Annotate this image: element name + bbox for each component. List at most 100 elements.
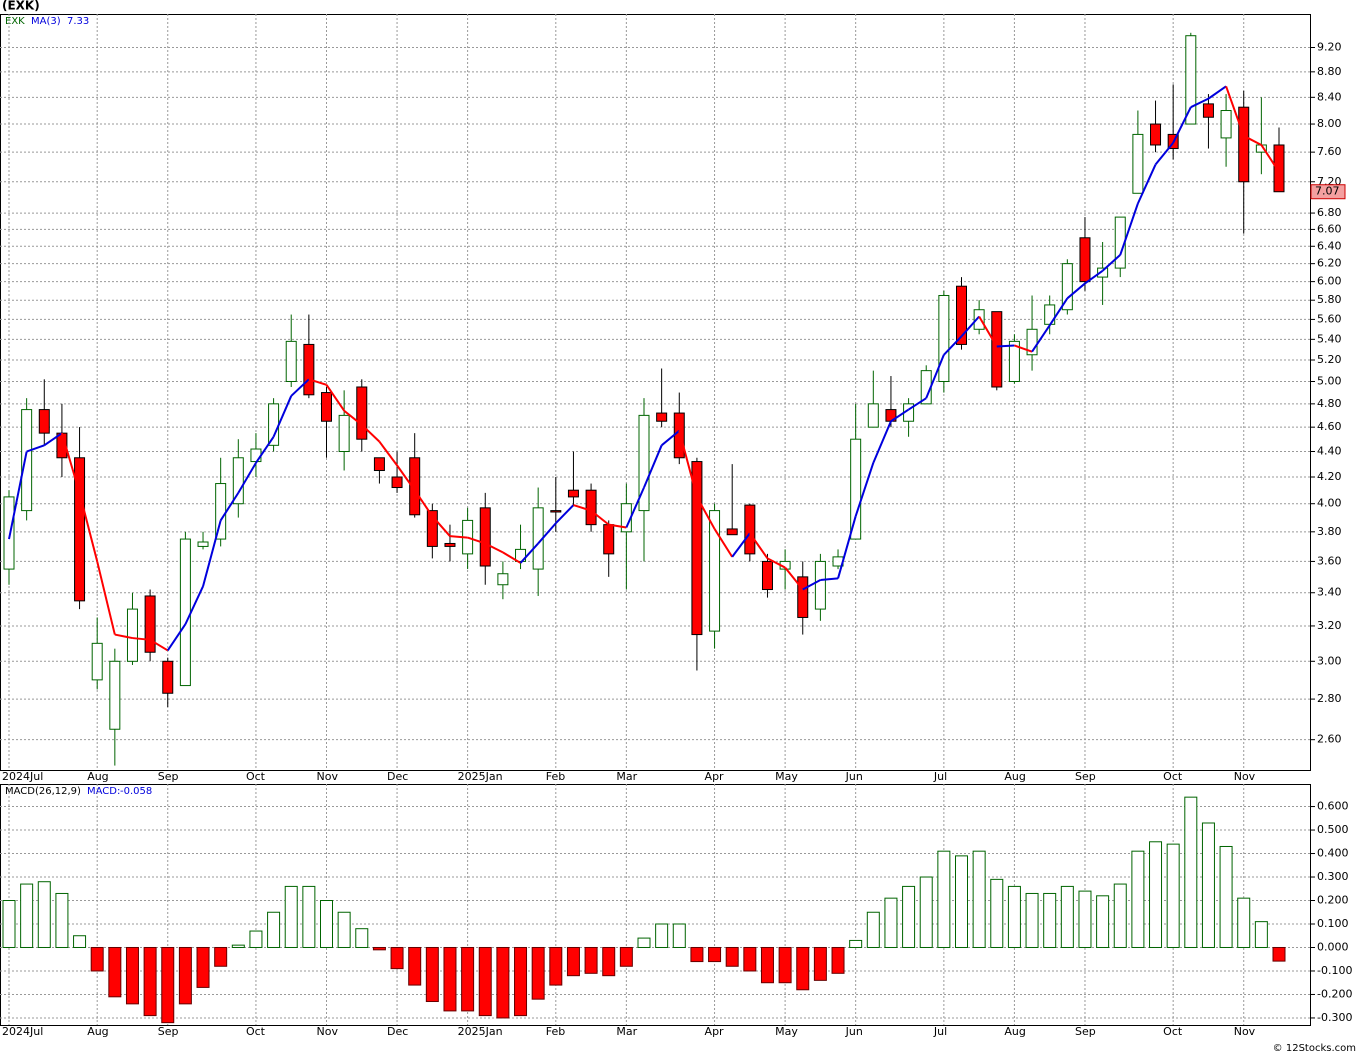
candle-body <box>497 573 509 586</box>
ma-segment <box>696 496 716 530</box>
macd-bar <box>1237 897 1251 948</box>
candle-body <box>232 457 244 505</box>
ma-segment <box>237 462 257 494</box>
macd-bar <box>1007 885 1021 948</box>
y-tick-label: 4.20 <box>1317 470 1342 483</box>
y-tick-label: 5.60 <box>1317 312 1342 325</box>
ma-segment <box>114 633 133 640</box>
ma-segment <box>943 335 963 356</box>
candle-body <box>74 457 86 602</box>
ma-segment <box>1084 269 1104 285</box>
candle-body <box>938 294 950 382</box>
last-price-label: 7.07 <box>1315 185 1340 198</box>
macd-legend-value: -0.058 <box>120 786 152 797</box>
ma-segment <box>1101 254 1121 272</box>
x-tick-label: Oct <box>246 1025 266 1038</box>
ma-segment <box>8 451 28 540</box>
legend-ma: MA(3) <box>31 16 61 27</box>
x-tick-label: Nov <box>317 1025 339 1038</box>
candle-body <box>1202 103 1214 118</box>
candle-body <box>197 541 209 547</box>
ma-segment <box>1066 282 1086 300</box>
candle-body <box>426 510 438 547</box>
y-tick-label: 6.00 <box>1317 275 1342 288</box>
ma-segment <box>661 429 680 447</box>
ma-segment <box>767 557 786 569</box>
macd-bar <box>125 946 139 1005</box>
ma-segment <box>166 623 187 652</box>
ma-segment <box>820 577 839 581</box>
candle-body <box>144 595 156 653</box>
ma-segment <box>996 344 1015 348</box>
ma-segment <box>308 378 327 386</box>
macd-bar <box>796 946 810 991</box>
candle-body <box>709 510 721 632</box>
y-tick-label: -0.200 <box>1317 987 1352 1000</box>
macd-bar <box>566 946 580 977</box>
candle-body <box>603 524 615 555</box>
candle-body <box>956 285 967 345</box>
x-tick-label: Sep <box>158 1025 179 1038</box>
price-frame <box>0 14 1311 771</box>
y-tick-label: 0.400 <box>1317 847 1349 860</box>
ma-segment <box>378 441 398 466</box>
ma-segment <box>643 444 663 488</box>
candle-body <box>21 409 33 512</box>
ma-segment <box>555 504 575 524</box>
macd-bar <box>408 946 422 986</box>
ma-segment <box>590 509 610 526</box>
candle-body <box>3 496 15 570</box>
macd-bar <box>743 946 757 972</box>
candle-body <box>1185 35 1197 125</box>
y-tick-label: 0.000 <box>1317 940 1349 953</box>
x-tick-label: Feb <box>546 1025 565 1038</box>
macd-bar <box>1272 946 1286 962</box>
x-tick-label: Jul <box>933 1025 947 1038</box>
ma-segment <box>960 315 980 337</box>
ma-segment <box>219 492 240 521</box>
y-tick-label: 4.00 <box>1317 497 1342 510</box>
ma-segment <box>978 315 998 347</box>
y-tick-label: 6.20 <box>1317 257 1342 270</box>
candle-body <box>479 507 491 567</box>
candle-body <box>338 414 350 453</box>
candle-body <box>567 489 579 498</box>
ma-segment <box>537 522 557 545</box>
y-tick-label: 0.600 <box>1317 800 1349 813</box>
ma-segment <box>890 408 910 423</box>
y-tick-label: -0.300 <box>1317 1011 1352 1024</box>
macd-bar <box>1219 845 1233 948</box>
y-tick-label: 4.80 <box>1317 397 1342 410</box>
candle-body <box>373 457 385 472</box>
x-tick-label: Aug <box>1004 770 1025 783</box>
x-tick-label: Dec <box>387 770 408 783</box>
macd-bar <box>108 946 122 998</box>
ma-segment <box>713 528 734 558</box>
ma-segment <box>343 409 363 426</box>
macd-bar <box>708 946 722 963</box>
x-tick-label: Nov <box>1234 770 1256 783</box>
candle-body <box>38 409 50 434</box>
candle-body <box>1026 328 1038 356</box>
macd-bar <box>425 946 439 1003</box>
last-price-box <box>1310 184 1346 200</box>
x-tick-label: Jun <box>845 770 863 783</box>
x-tick-label: 2025Jan <box>458 1025 503 1038</box>
candle-body <box>673 412 685 459</box>
macd-bar <box>90 946 104 972</box>
ma-segment <box>43 432 63 447</box>
y-tick-label: 3.60 <box>1317 554 1342 567</box>
footer: © 12Stocks.com <box>1273 1043 1356 1054</box>
macd-title: MACD(26,12,9) <box>5 786 81 797</box>
x-tick-label: Sep <box>158 770 179 783</box>
ma-segment <box>1225 86 1245 137</box>
macd-bar <box>1043 892 1057 948</box>
candle-body <box>761 560 773 591</box>
ma-segment <box>573 504 592 512</box>
macd-bar <box>1184 796 1198 948</box>
macd-bar <box>884 897 898 948</box>
macd-bar <box>1149 841 1163 948</box>
candle-body <box>638 414 650 512</box>
macd-bar <box>602 946 616 977</box>
